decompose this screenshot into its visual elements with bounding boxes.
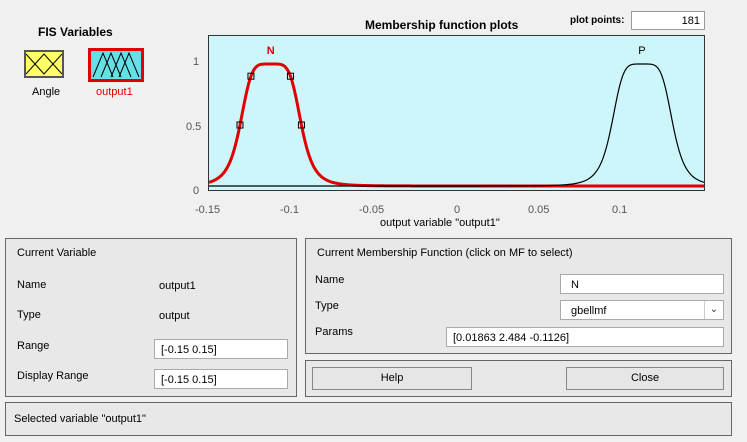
mf-type-label: Type (315, 300, 339, 312)
mf-name-input[interactable]: N (560, 274, 724, 294)
mf-name-label: Name (315, 274, 345, 286)
angle-variable-icon[interactable] (24, 50, 64, 78)
y-tick-label: 0.5 (186, 121, 202, 133)
current-variable-title: Current Variable (17, 247, 97, 259)
mf-params-input[interactable]: [0.01863 2.484 -0.1126] (446, 327, 724, 347)
angle-variable-label[interactable]: Angle (32, 86, 61, 98)
mf-label-p[interactable]: P (638, 45, 645, 57)
mf-handle[interactable] (286, 72, 294, 80)
help-button[interactable]: Help (312, 367, 472, 390)
display-range-label: Display Range (17, 370, 89, 382)
x-tick-label: 0.05 (528, 204, 550, 216)
chevron-down-icon[interactable]: ⌄ (704, 301, 723, 319)
x-tick-label: 0 (454, 204, 461, 216)
current-variable-panel: Current Variable Name output1 Type outpu… (5, 238, 297, 397)
y-tick-label: 0 (193, 185, 200, 197)
mf-curve-p[interactable] (209, 63, 704, 187)
current-mf-title: Current Membership Function (click on MF… (317, 247, 573, 259)
mf-triangles-icon (25, 53, 63, 75)
x-axis-title: output variable "output1" (380, 217, 500, 229)
plot-title: Membership function plots (365, 18, 519, 32)
fis-variables-title: FIS Variables (38, 25, 113, 39)
range-input[interactable]: [-0.15 0.15] (154, 339, 288, 359)
mf-params-label: Params (315, 326, 353, 338)
plot-points-label: plot points: (570, 15, 625, 26)
x-tick-label: 0.1 (612, 204, 628, 216)
variable-type-value: output (159, 310, 190, 322)
x-tick-label: -0.1 (280, 204, 299, 216)
current-membership-function-panel: Current Membership Function (click on MF… (305, 238, 732, 354)
y-tick-label: 1 (193, 56, 200, 68)
mf-label-n[interactable]: N (267, 45, 275, 57)
plot-points-input[interactable]: 181 (631, 11, 705, 30)
mf-handle[interactable] (247, 72, 255, 80)
mf-type-value: gbellmf (571, 305, 607, 317)
x-tick-label: -0.05 (359, 204, 385, 216)
mf-triangles-icon (92, 51, 140, 78)
mf-curve-n[interactable] (209, 62, 704, 188)
mf-name-value: N (571, 279, 579, 291)
display-range-input[interactable]: [-0.15 0.15] (154, 369, 288, 389)
status-panel: Selected variable "output1" (5, 402, 732, 436)
mf-handle[interactable] (236, 121, 244, 129)
variable-name-label: Name (17, 279, 47, 291)
output1-variable-label[interactable]: output1 (96, 86, 133, 98)
status-text: Selected variable "output1" (14, 413, 146, 425)
close-button[interactable]: Close (566, 367, 724, 390)
mf-type-select[interactable]: gbellmf ⌄ (560, 300, 724, 320)
output1-variable-icon[interactable] (88, 48, 144, 82)
x-tick-label: -0.15 (195, 204, 221, 216)
buttons-panel: Help Close (305, 360, 732, 397)
variable-name-value: output1 (159, 280, 196, 292)
mf-handle[interactable] (297, 121, 305, 129)
variable-type-label: Type (17, 309, 41, 321)
range-label: Range (17, 340, 50, 352)
